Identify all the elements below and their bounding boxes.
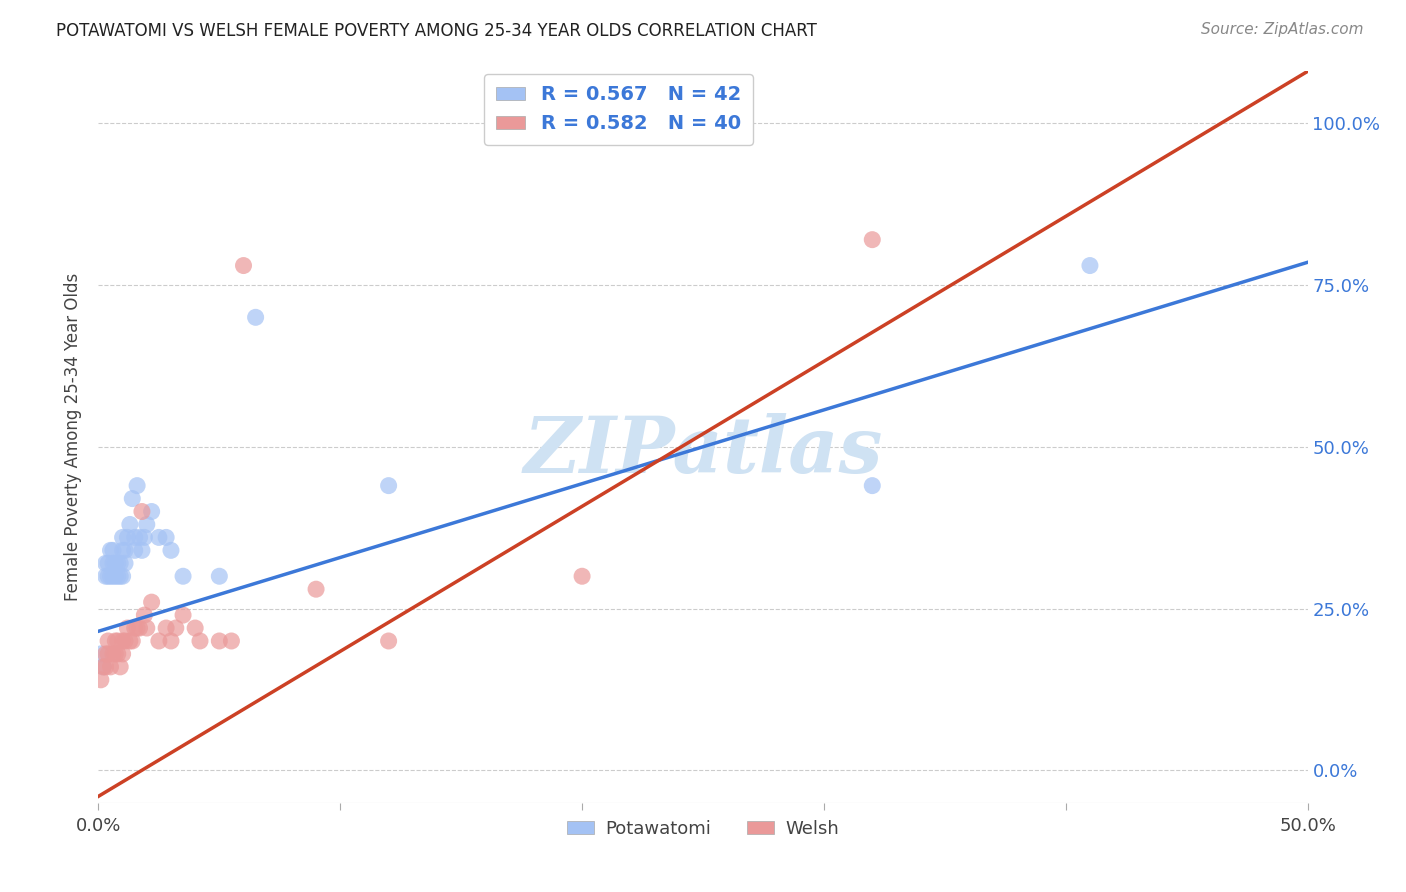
Point [377, 478, 399, 492]
Point [91, 660, 114, 674]
Point [100, 543, 122, 558]
Point [97, 557, 120, 571]
Point [100, 569, 122, 583]
Point [114, 557, 136, 571]
Point [377, 634, 399, 648]
Point [94, 557, 117, 571]
Point [245, 310, 267, 325]
Point [94, 647, 117, 661]
Point [94, 660, 117, 674]
Point [111, 634, 134, 648]
Point [97, 634, 120, 648]
Point [108, 557, 131, 571]
Point [101, 543, 124, 558]
Point [134, 530, 156, 544]
Point [100, 660, 122, 674]
Point [155, 530, 177, 544]
Point [128, 530, 150, 544]
Point [101, 647, 124, 661]
Text: POTAWATOMI VS WELSH FEMALE POVERTY AMONG 25-34 YEAR OLDS CORRELATION CHART: POTAWATOMI VS WELSH FEMALE POVERTY AMONG… [56, 22, 817, 40]
Legend: Potawatomi, Welsh: Potawatomi, Welsh [560, 813, 846, 845]
Point [860, 478, 883, 492]
Point [101, 557, 124, 571]
Point [155, 621, 177, 635]
Text: ZIPatlas: ZIPatlas [523, 414, 883, 490]
Point [107, 634, 129, 648]
Point [97, 569, 120, 583]
Point [111, 569, 134, 583]
Point [571, 569, 593, 583]
Point [172, 608, 194, 623]
Point [860, 233, 883, 247]
Point [104, 569, 127, 583]
Point [208, 634, 231, 648]
Point [111, 543, 134, 558]
Point [117, 621, 139, 635]
Point [188, 634, 211, 648]
Y-axis label: Female Poverty Among 25-34 Year Olds: Female Poverty Among 25-34 Year Olds [65, 273, 83, 601]
Point [141, 595, 163, 609]
Point [128, 621, 150, 635]
Point [104, 557, 127, 571]
Point [108, 660, 131, 674]
Point [111, 647, 134, 661]
Point [124, 530, 146, 544]
Point [94, 569, 117, 583]
Point [114, 634, 136, 648]
Point [184, 621, 207, 635]
Point [118, 517, 141, 532]
Point [148, 530, 170, 544]
Point [121, 491, 143, 506]
Point [305, 582, 328, 597]
Point [124, 543, 146, 558]
Point [160, 634, 183, 648]
Point [108, 569, 131, 583]
Point [90, 673, 112, 687]
Point [172, 569, 194, 583]
Point [221, 634, 243, 648]
Point [134, 608, 156, 623]
Point [127, 478, 149, 492]
Point [114, 543, 136, 558]
Point [117, 530, 139, 544]
Point [232, 259, 254, 273]
Point [135, 517, 157, 532]
Point [101, 569, 124, 583]
Point [118, 634, 141, 648]
Point [104, 634, 127, 648]
Point [148, 634, 170, 648]
Point [135, 621, 157, 635]
Point [91, 660, 114, 674]
Point [111, 530, 134, 544]
Point [121, 634, 143, 648]
Point [1078, 259, 1101, 273]
Point [107, 569, 129, 583]
Point [90, 647, 112, 661]
Point [127, 621, 149, 635]
Point [160, 543, 183, 558]
Point [208, 569, 231, 583]
Text: Source: ZipAtlas.com: Source: ZipAtlas.com [1201, 22, 1364, 37]
Point [141, 504, 163, 518]
Point [165, 621, 187, 635]
Point [107, 557, 129, 571]
Point [124, 621, 146, 635]
Point [107, 647, 129, 661]
Point [97, 647, 120, 661]
Point [131, 504, 153, 518]
Point [104, 647, 127, 661]
Point [131, 543, 153, 558]
